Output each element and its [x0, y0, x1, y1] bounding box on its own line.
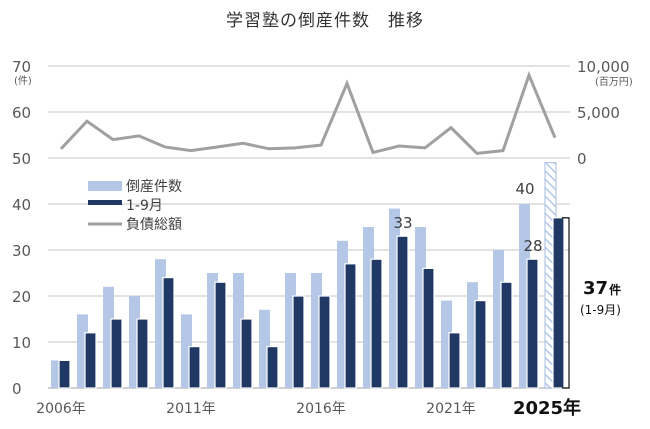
left-tick: 0	[12, 380, 22, 398]
bar-total	[259, 309, 270, 388]
debt-line	[59, 70, 557, 155]
callout-bracket: 37件 (1-9月)	[562, 217, 621, 389]
callout-value: 37件	[583, 278, 621, 299]
right-tick: 5,000	[577, 104, 620, 122]
bar-ytd	[318, 295, 331, 389]
bar-ytd	[292, 295, 305, 389]
bar-total	[207, 273, 218, 388]
bar-ytd	[136, 318, 149, 389]
bar-total	[363, 227, 374, 388]
bar-total	[415, 227, 426, 388]
data-label: 28	[523, 237, 542, 255]
bars	[51, 162, 565, 389]
bar-ytd	[162, 277, 175, 389]
bar-total	[233, 273, 244, 388]
bar-total	[181, 314, 192, 388]
right-axis: 0 5,000 10,000(百万円)	[577, 58, 633, 168]
left-tick: 40	[12, 196, 31, 214]
bar-total	[389, 208, 400, 388]
bracket	[562, 217, 570, 389]
chart-title: 学習塾の倒産件数 推移	[226, 11, 424, 31]
x-tick: 2016年	[296, 401, 346, 417]
bar-total	[103, 286, 114, 388]
bar-total	[285, 273, 296, 388]
bar-ytd	[240, 318, 253, 389]
bar-total	[441, 300, 452, 388]
left-unit: (件)	[14, 75, 32, 87]
left-tick: 20	[12, 288, 31, 306]
bar-ytd	[526, 258, 539, 389]
x-tick: 2011年	[166, 401, 216, 417]
bar-total	[467, 282, 478, 388]
bar-total	[337, 240, 348, 388]
bar-ytd	[422, 267, 435, 389]
bar-ytd	[396, 235, 409, 389]
bar-ytd	[370, 258, 383, 389]
bar-ytd	[214, 281, 227, 389]
bar-ytd	[266, 346, 279, 389]
callout-note: (1-9月)	[580, 303, 621, 317]
bar-ytd	[474, 300, 487, 389]
data-labels: 33 40 28	[393, 180, 542, 255]
x-axis: 2006年 2011年 2016年 2021年 2025年	[36, 397, 581, 419]
bar-ytd	[448, 332, 461, 389]
bar-total	[311, 273, 322, 388]
bar-total	[155, 259, 166, 388]
bar-ytd	[500, 281, 513, 389]
data-label: 33	[393, 214, 412, 232]
left-tick: 30	[12, 242, 31, 260]
bar-ytd	[344, 263, 357, 389]
legend-label: 負債総額	[126, 217, 182, 233]
left-tick: 50	[12, 150, 31, 168]
legend-label: 1-9月	[126, 198, 163, 214]
bar-ytd	[552, 217, 565, 389]
right-tick: 0	[577, 150, 587, 168]
legend-swatch	[88, 200, 122, 205]
debt-line-path	[59, 70, 557, 155]
legend-label: 倒産件数	[126, 179, 182, 195]
left-axis: 0 10 20 30 40 50 60 70(件)	[12, 58, 32, 398]
right-tick: 10,000	[577, 58, 630, 76]
bar-ytd	[188, 346, 201, 389]
left-tick: 60	[12, 104, 31, 122]
bar-total	[493, 250, 504, 388]
x-tick: 2006年	[36, 401, 86, 417]
bar-total	[77, 314, 88, 388]
bar-ytd	[110, 318, 123, 389]
left-tick: 70	[12, 58, 31, 76]
left-tick: 10	[12, 334, 31, 352]
data-label: 40	[515, 180, 534, 198]
bar-ytd	[84, 332, 97, 389]
legend-swatch	[88, 181, 122, 191]
right-unit: (百万円)	[595, 76, 633, 88]
x-tick-highlight: 2025年	[513, 397, 581, 419]
bar-total	[519, 204, 530, 388]
bar-total	[129, 296, 140, 388]
x-tick: 2021年	[426, 401, 476, 417]
bar-ytd	[58, 359, 71, 389]
bar-total	[51, 360, 62, 388]
